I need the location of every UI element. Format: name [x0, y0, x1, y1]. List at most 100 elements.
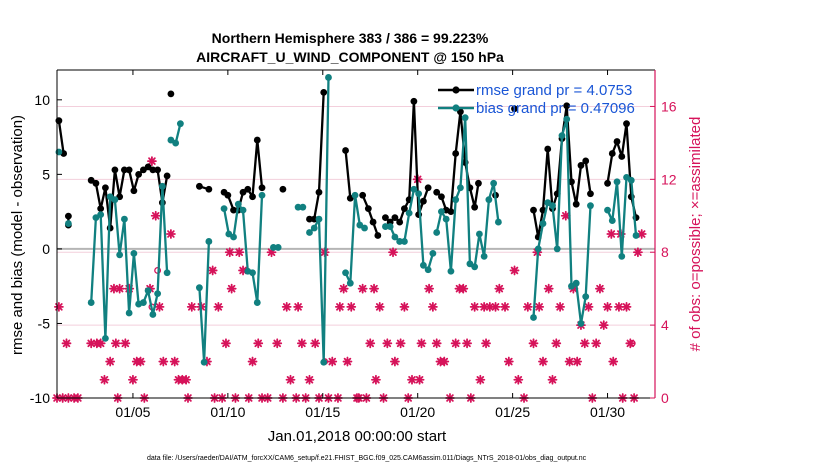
rmse-point	[120, 166, 128, 174]
obs-assimilated-marker	[226, 283, 237, 294]
bias-point	[274, 244, 282, 251]
bias-point	[342, 269, 349, 277]
y-tick-label-right: 8	[661, 244, 669, 260]
rmse-point	[163, 172, 171, 180]
rmse-point	[572, 200, 580, 208]
obs-assimilated-marker	[490, 301, 501, 312]
x-tick-label: 01/15	[305, 404, 340, 420]
obs-assimilated-marker	[158, 356, 169, 367]
rmse-point	[125, 166, 133, 174]
rmse-point	[530, 206, 537, 214]
obs-assimilated-marker	[374, 301, 385, 312]
obs-assimilated-marker	[221, 338, 231, 349]
obs-assimilated-marker	[414, 374, 425, 385]
obs-assimilated-marker	[281, 301, 292, 312]
x-tick-label: 01/30	[590, 404, 625, 420]
rmse-point	[604, 179, 611, 187]
bias-point	[64, 220, 72, 227]
obs-assimilated-marker	[186, 301, 197, 312]
bias-line-segment	[435, 116, 500, 273]
bias-point	[97, 211, 105, 219]
obs-assimilated-marker	[583, 301, 594, 312]
obs-assimilated-marker	[528, 338, 539, 349]
bias-point	[401, 238, 408, 245]
bias-point	[163, 269, 171, 277]
bias-point	[433, 229, 441, 236]
bias-point	[382, 223, 389, 230]
obs-assimilated-marker	[128, 374, 138, 385]
obs-assimilated-marker	[327, 356, 338, 367]
obs-assimilated-marker	[469, 301, 480, 312]
obs-assimilated-marker	[213, 301, 224, 312]
obs-assimilated-marker	[390, 356, 400, 367]
bias-point	[116, 251, 124, 259]
bias-point	[494, 218, 502, 226]
bias-point	[158, 182, 166, 190]
obs-assimilated-marker	[543, 283, 554, 294]
bias-point	[294, 203, 302, 211]
obs-assimilated-marker	[458, 283, 469, 294]
rmse-point	[587, 190, 594, 198]
rmse-point	[382, 214, 389, 222]
chart-title-line2: AIRCRAFT_U_WIND_COMPONENT @ 150 hPa	[196, 49, 504, 65]
obs-assimilated-marker	[247, 356, 258, 367]
bias-point	[563, 115, 571, 123]
bias-point	[172, 139, 180, 147]
bias-point	[490, 179, 498, 187]
bias-point	[102, 334, 109, 342]
obs-assimilated-marker	[450, 338, 461, 349]
obs-assimilated-marker	[572, 356, 583, 367]
bias-point	[438, 208, 445, 216]
obs-assimilated-marker	[120, 338, 131, 349]
rmse-point	[452, 150, 460, 157]
bias-point	[249, 269, 256, 277]
rmse-line-segment	[532, 104, 592, 239]
obs-assimilated-marker	[342, 356, 353, 367]
rmse-point	[149, 166, 157, 174]
obs-assimilated-marker	[598, 320, 609, 331]
rmse-point	[582, 157, 590, 165]
rmse-point	[244, 185, 252, 193]
rmse-point	[154, 166, 162, 174]
bias-point	[587, 202, 594, 210]
bias-point	[429, 249, 437, 257]
bias-point	[558, 132, 566, 140]
rmse-point	[224, 191, 232, 199]
obs-assimilated-marker	[346, 301, 357, 312]
data-file-footer: data file: /Users/raeder/DAI/ATM_forcXX/…	[147, 455, 587, 462]
rmse-point	[102, 184, 109, 192]
rmse-point	[608, 150, 616, 157]
bias-point	[471, 263, 479, 271]
bias-point	[485, 196, 493, 204]
bias-point	[176, 120, 184, 128]
rmse-point	[623, 120, 630, 128]
bias-point	[452, 196, 460, 204]
obs-assimilated-marker	[86, 338, 97, 349]
bias-point	[415, 190, 423, 198]
obs-assimilated-marker	[181, 374, 191, 385]
obs-assimilated-marker	[503, 356, 514, 367]
obs-assimilated-marker	[53, 301, 64, 312]
bias-point	[539, 220, 547, 227]
bias-point	[632, 232, 640, 239]
bias-point	[220, 205, 228, 213]
rmse-point	[511, 105, 518, 113]
obs-assimilated-marker	[606, 229, 617, 239]
x-tick-label: 01/25	[495, 404, 530, 420]
legend-rmse-label: rmse grand pr = 4.0753	[476, 82, 632, 99]
series-lines	[55, 74, 640, 366]
y-tick-label-right: 4	[661, 317, 669, 333]
bias-point	[87, 299, 95, 306]
obs-assimilated-marker	[427, 301, 438, 312]
bias-point	[386, 223, 394, 230]
rmse-point	[374, 232, 382, 239]
rmse-point	[544, 145, 552, 153]
bias-line-segment	[198, 241, 211, 364]
obs-assimilated-marker	[224, 247, 235, 258]
bias-point	[480, 252, 488, 260]
obs-assimilated-marker	[534, 301, 545, 312]
bias-point	[149, 311, 157, 318]
y-tick-label: -10	[30, 390, 50, 406]
obs-assimilated-marker	[399, 301, 410, 312]
bias-point	[120, 215, 128, 223]
